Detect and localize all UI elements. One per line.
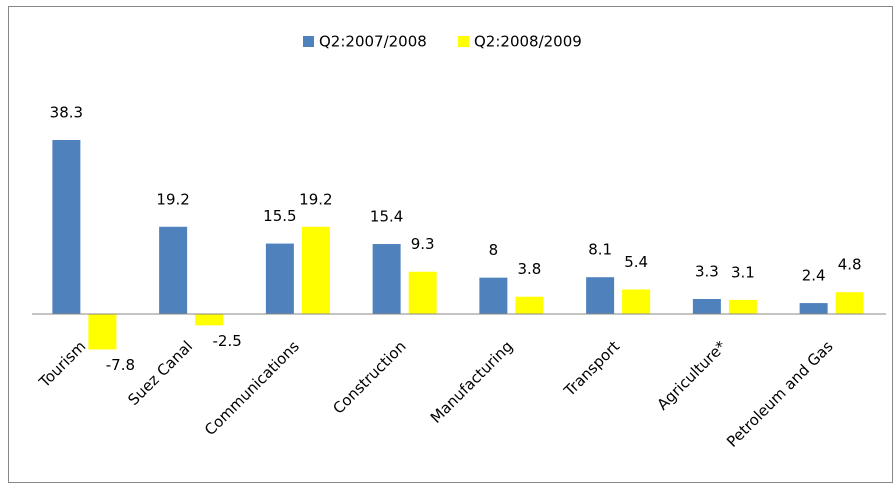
bar [728,299,757,314]
bar [52,140,81,314]
data-label: 19.2 [299,190,332,208]
legend-label: Q2:2008/2009 [474,33,582,51]
bar [408,271,437,314]
data-label: 3.8 [517,260,541,278]
data-label: -7.8 [106,356,135,374]
bar [586,277,615,314]
data-label: 4.8 [838,256,862,274]
bar [88,314,117,350]
bar [692,299,721,314]
data-label: 2.4 [802,267,826,285]
data-label: 38.3 [50,104,83,122]
bar [159,226,188,314]
bar [479,277,508,314]
bar [835,292,864,314]
data-label: 19.2 [156,190,189,208]
data-label: 8 [489,241,499,259]
data-label: 9.3 [411,235,435,253]
data-label: 15.5 [263,207,296,225]
chart-border [8,6,893,483]
data-label: 5.4 [624,253,648,271]
bar [301,226,330,314]
legend-label: Q2:2007/2008 [319,33,427,51]
data-label: 3.3 [695,263,719,281]
data-label: -2.5 [212,332,241,350]
data-label: 8.1 [588,241,612,259]
legend-swatch [303,36,314,47]
bar [195,314,224,326]
bar [265,243,294,314]
bar [799,303,828,314]
data-label: 15.4 [370,208,403,226]
legend-swatch [458,36,469,47]
bar [372,244,401,314]
data-label: 3.1 [731,263,755,281]
bar [515,296,544,314]
bar [622,289,651,314]
